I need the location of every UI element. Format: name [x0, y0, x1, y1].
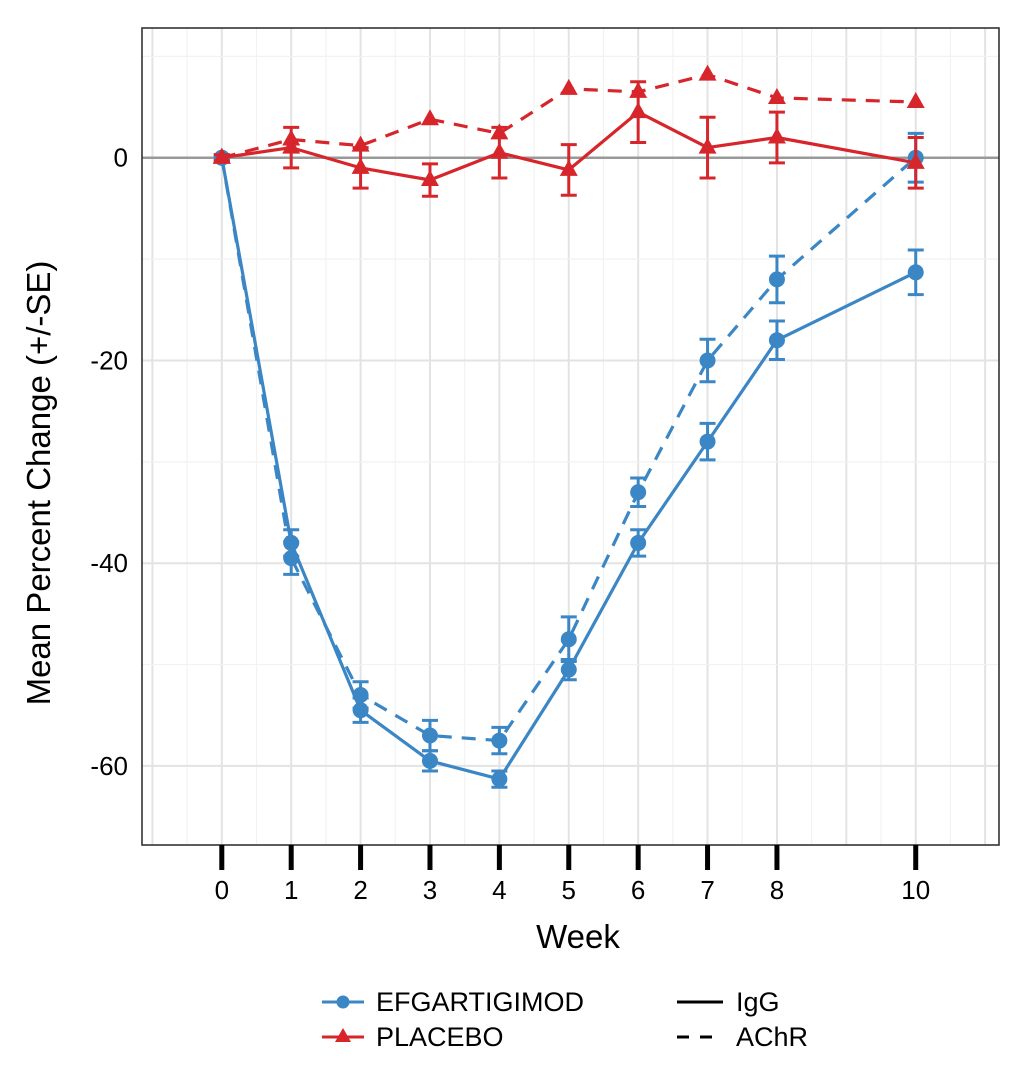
x-tick-label: 0 — [215, 875, 229, 905]
series-line-placebo-achr — [221, 72, 916, 160]
data-point — [907, 264, 924, 281]
data-point — [352, 702, 369, 719]
data-point — [212, 147, 231, 164]
data-point — [282, 137, 301, 154]
data-point — [698, 137, 717, 154]
data-point — [491, 771, 508, 788]
data-point — [283, 550, 300, 567]
data-point — [282, 129, 301, 146]
data-point — [630, 484, 647, 501]
data-point — [351, 157, 370, 174]
data-point — [698, 64, 717, 81]
data-point — [560, 661, 577, 678]
axes: 0 1 2 3 4 5 6 7 8 10 0 -20 -40 -60 — [90, 143, 930, 905]
data-point — [490, 142, 509, 159]
data-point — [699, 433, 716, 450]
data-point — [630, 534, 647, 551]
y-axis-title: Mean Percent Change (+/-SE) — [20, 261, 57, 706]
data-point — [560, 631, 577, 648]
x-tick-label: 7 — [700, 875, 714, 905]
legend-igg-label: IgG — [736, 987, 780, 1017]
data-point — [421, 727, 438, 744]
data-point — [767, 127, 786, 144]
data-point — [906, 152, 925, 169]
data-point — [906, 91, 925, 108]
data-point — [352, 686, 369, 703]
series-line-placebo-igg — [221, 110, 916, 182]
data-point — [491, 732, 508, 749]
y-tick-label: 0 — [114, 143, 128, 173]
x-tick-label: 6 — [631, 875, 645, 905]
data-point — [490, 123, 509, 140]
x-tick-label: 1 — [284, 875, 298, 905]
series-line-efgartigimod-achr — [220, 156, 917, 743]
y-tick-label: -60 — [90, 751, 128, 781]
x-tick-label: 2 — [353, 875, 367, 905]
legend-efgartigimod-label: EFGARTIGIMOD — [376, 987, 584, 1017]
data-point — [351, 135, 370, 152]
legend-placebo-marker — [335, 1028, 351, 1042]
data-point — [420, 170, 439, 187]
x-tick-label: 8 — [770, 875, 784, 905]
data-point — [559, 78, 578, 95]
legend-item-efgartigimod: EFGARTIGIMOD — [322, 987, 584, 1017]
x-tick-label: 4 — [492, 875, 506, 905]
x-tick-label: 5 — [562, 875, 576, 905]
legend-item-achr: AChR — [677, 1022, 808, 1052]
legend-achr-label: AChR — [736, 1022, 808, 1052]
data-point — [629, 81, 648, 98]
data-point — [699, 352, 716, 369]
x-axis-title: Week — [536, 918, 620, 955]
data-point — [421, 752, 438, 769]
legend: EFGARTIGIMOD PLACEBO IgG AChR — [322, 987, 808, 1052]
x-tick-label: 3 — [423, 875, 437, 905]
legend-item-placebo: PLACEBO — [322, 1022, 504, 1052]
data-point — [420, 109, 439, 126]
legend-efgartigimod-marker — [336, 995, 350, 1009]
grid-lines — [142, 28, 999, 845]
data-point — [629, 102, 648, 119]
y-tick-label: -20 — [90, 345, 128, 375]
data-point — [559, 159, 578, 176]
legend-item-igg: IgG — [677, 987, 780, 1017]
legend-placebo-label: PLACEBO — [376, 1022, 504, 1052]
series-layer — [212, 64, 925, 789]
x-tick-label: 10 — [901, 875, 930, 905]
data-point — [767, 87, 786, 104]
data-point — [768, 271, 785, 288]
data-point — [768, 332, 785, 349]
y-tick-label: -40 — [90, 548, 128, 578]
series-placebo-achr — [212, 64, 925, 164]
